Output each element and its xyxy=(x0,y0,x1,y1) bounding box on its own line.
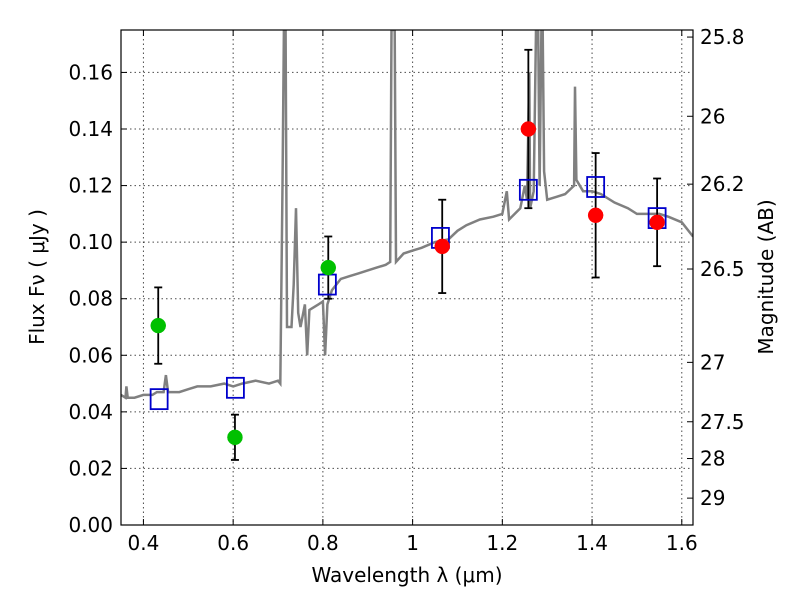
y2-tick-label: 26.2 xyxy=(700,172,745,196)
spectrum-line xyxy=(121,30,693,400)
blue-square-marker xyxy=(586,176,606,198)
y-tick-label: 0.14 xyxy=(68,117,113,141)
y2-tick-label: 26.5 xyxy=(700,257,745,281)
y-tick-label: 0.12 xyxy=(68,174,113,198)
error-bars xyxy=(154,48,662,461)
blue-square-marker xyxy=(149,388,169,411)
blue-square-marker xyxy=(225,376,245,399)
x-tick-label: 1.4 xyxy=(576,531,608,555)
plot-area xyxy=(121,30,693,525)
plot-frame xyxy=(120,29,694,526)
red-point-marker xyxy=(434,238,450,255)
green-point-marker xyxy=(320,259,337,276)
x-tick-label: 0.4 xyxy=(128,531,160,555)
y-tick-label: 0.06 xyxy=(68,343,113,367)
y-tick-label: 0.16 xyxy=(68,60,113,84)
tick-labels: 0.4 0.6 0.8 1 1.2 1.4 1.6 0.00 0.02 0.04 0.06 0.08 0… xyxy=(68,25,744,555)
x-tick-label: 1.2 xyxy=(486,531,518,555)
y2-tick-label: 25.8 xyxy=(700,25,745,49)
y-axis-title: Flux Fν ( μJy ) xyxy=(25,209,49,345)
y2-tick-label: 29 xyxy=(700,486,725,510)
y2-axis-title: Magnitude (AB) xyxy=(754,199,778,354)
markers xyxy=(149,121,667,446)
x-axis-title: Wavelength λ (μm) xyxy=(311,563,502,587)
grid xyxy=(121,30,693,525)
x-tick-label: 0.6 xyxy=(217,531,249,555)
y-tick-label: 0.10 xyxy=(68,230,113,254)
y-tick-label: 0.02 xyxy=(68,456,113,480)
green-point-marker xyxy=(150,317,166,334)
red-point-marker xyxy=(520,121,537,137)
x-tick-label: 1 xyxy=(406,531,419,555)
y-tick-label: 0.08 xyxy=(68,287,113,311)
blue-square-marker xyxy=(518,178,538,201)
ticks xyxy=(121,30,693,526)
red-point-marker xyxy=(587,207,604,224)
y-tick-label: 0.04 xyxy=(68,400,113,424)
x-tick-label: 1.6 xyxy=(666,531,698,555)
y2-tick-label: 27 xyxy=(700,350,725,374)
plot-content xyxy=(121,30,693,461)
green-point-marker xyxy=(227,429,243,446)
red-point-marker xyxy=(649,214,665,231)
y2-tick-label: 27.5 xyxy=(700,410,745,434)
y2-tick-label: 28 xyxy=(700,447,725,471)
x-tick-label: 0.8 xyxy=(307,531,339,555)
y-tick-label: 0.00 xyxy=(68,513,113,537)
y2-tick-label: 26 xyxy=(700,104,725,128)
